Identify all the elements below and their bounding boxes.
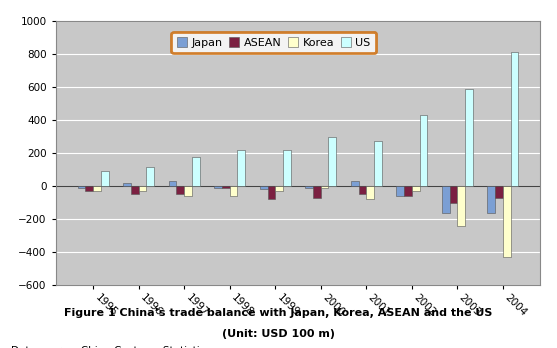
Bar xyxy=(260,186,267,189)
Bar xyxy=(374,141,382,186)
Bar xyxy=(313,186,321,198)
Bar xyxy=(329,137,336,186)
Legend: Japan, ASEAN, Korea, US: Japan, ASEAN, Korea, US xyxy=(172,32,376,53)
Bar xyxy=(85,186,93,191)
Bar xyxy=(222,186,229,188)
Bar xyxy=(214,186,222,188)
Bar xyxy=(359,186,367,195)
Bar xyxy=(123,183,131,186)
Bar xyxy=(78,186,85,188)
Text: (Unit: USD 100 m): (Unit: USD 100 m) xyxy=(222,329,335,339)
Bar xyxy=(184,186,192,196)
Bar xyxy=(321,186,329,188)
Bar xyxy=(495,186,503,198)
Bar xyxy=(404,186,412,196)
Text: Data source: China Customs Statistics: Data source: China Customs Statistics xyxy=(11,347,211,348)
Bar xyxy=(146,167,154,186)
Bar xyxy=(275,186,283,191)
Bar xyxy=(442,186,449,213)
Bar xyxy=(139,186,146,191)
Text: Figure 1 China’s trade balance with Japan, Korea, ASEAN and the US: Figure 1 China’s trade balance with Japa… xyxy=(64,308,493,318)
Bar xyxy=(457,186,465,226)
Bar xyxy=(305,186,313,188)
Bar xyxy=(283,150,291,186)
Bar xyxy=(419,115,427,186)
Bar xyxy=(449,186,457,203)
Bar xyxy=(101,171,109,186)
Bar xyxy=(412,186,419,191)
Bar xyxy=(237,150,245,186)
Bar xyxy=(465,89,473,186)
Bar xyxy=(396,186,404,196)
Bar xyxy=(511,52,518,186)
Bar xyxy=(367,186,374,199)
Bar xyxy=(177,186,184,195)
Bar xyxy=(229,186,237,196)
Bar xyxy=(487,186,495,213)
Bar xyxy=(351,181,359,186)
Bar xyxy=(93,186,101,191)
Bar xyxy=(503,186,511,257)
Bar xyxy=(267,186,275,199)
Bar xyxy=(169,181,177,186)
Bar xyxy=(192,157,200,186)
Bar xyxy=(131,186,139,195)
